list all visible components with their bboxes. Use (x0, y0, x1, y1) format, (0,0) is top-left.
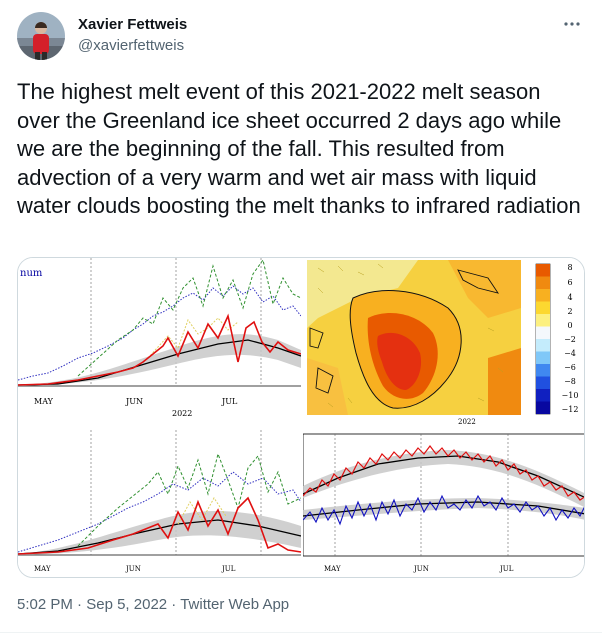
colorbar-tick-1: 6 (567, 278, 572, 287)
tweet-time-link[interactable]: 5:02 PM (17, 596, 73, 613)
colorbar-cell-9 (536, 376, 550, 389)
colorbar-cell-1 (536, 276, 550, 289)
colorbar-tick-4: 0 (567, 321, 572, 330)
footer-separator-1: · (72, 596, 87, 613)
more-options-button[interactable] (560, 14, 584, 34)
colorbar-cell-11 (536, 401, 550, 414)
top-left-month-may: MAY (34, 397, 54, 406)
top-left-year-label: 2022 (172, 409, 192, 418)
colorbar-tick-9: −10 (562, 391, 579, 400)
colorbar-cell-6 (536, 339, 550, 352)
colorbar-cell-2 (536, 289, 550, 302)
bottom-left-month-jul: JUL (221, 565, 236, 573)
bottom-divider (0, 632, 602, 633)
bottom-right-month-may: MAY (324, 565, 341, 573)
colorbar-cell-8 (536, 364, 550, 377)
colorbar-tick-10: −12 (562, 405, 579, 414)
colorbar-tick-5: −2 (564, 335, 576, 344)
top-left-month-jun: JUN (125, 397, 143, 406)
author-display-name[interactable]: Xavier Fettweis (78, 16, 188, 33)
tweet-text: The highest melt event of this 2021-2022… (17, 79, 581, 219)
colorbar-cell-10 (536, 389, 550, 402)
tweet-date-link[interactable]: Sep 5, 2022 (86, 596, 168, 613)
colorbar-cell-4 (536, 314, 550, 327)
bottom-right-month-jun: JUN (413, 565, 429, 573)
tweet-source-link[interactable]: Twitter Web App (180, 596, 290, 613)
colorbar-cell-5 (536, 326, 550, 339)
colorbar-tick-2: 4 (567, 293, 572, 302)
colorbar-cell-7 (536, 351, 550, 364)
bottom-left-month-may: MAY (34, 565, 51, 573)
colorbar-tick-8: −8 (564, 377, 576, 386)
footer-separator-2: · (167, 596, 181, 613)
more-dots-icon (564, 22, 580, 26)
colorbar-cell-0 (536, 264, 550, 277)
colorbar-tick-6: −4 (564, 349, 576, 358)
tweet-timestamp: 5:02 PM · Sep 5, 2022 · Twitter Web App (17, 596, 289, 613)
colorbar-cell-3 (536, 301, 550, 314)
tweet-media-image[interactable]: num MAY JUN JUL 2022 (17, 257, 585, 578)
colorbar-tick-3: 2 (567, 307, 572, 316)
map-year-label: 2022 (458, 418, 476, 426)
avatar[interactable] (17, 12, 65, 60)
avatar-image (17, 12, 65, 60)
top-left-corner-label: num (20, 268, 43, 279)
bottom-right-month-jul: JUL (499, 565, 514, 573)
melt-timeseries-bottom-right: MAY JUN JUL (302, 430, 584, 577)
bottom-left-month-jun: JUN (125, 565, 141, 573)
colorbar-tick-7: −6 (564, 363, 576, 372)
colorbar-tick-0: 8 (567, 263, 572, 272)
melt-timeseries-bottom-left: MAY JUN JUL (18, 428, 302, 577)
melt-anomaly-map: 8 6 4 2 0 −2 −4 −6 −8 −10 −12 2022 (303, 258, 584, 428)
top-left-month-jul: JUL (221, 397, 238, 406)
melt-timeseries-top-left: num MAY JUN JUL 2022 (18, 258, 302, 423)
author-handle[interactable]: @xavierfettweis (78, 37, 185, 54)
